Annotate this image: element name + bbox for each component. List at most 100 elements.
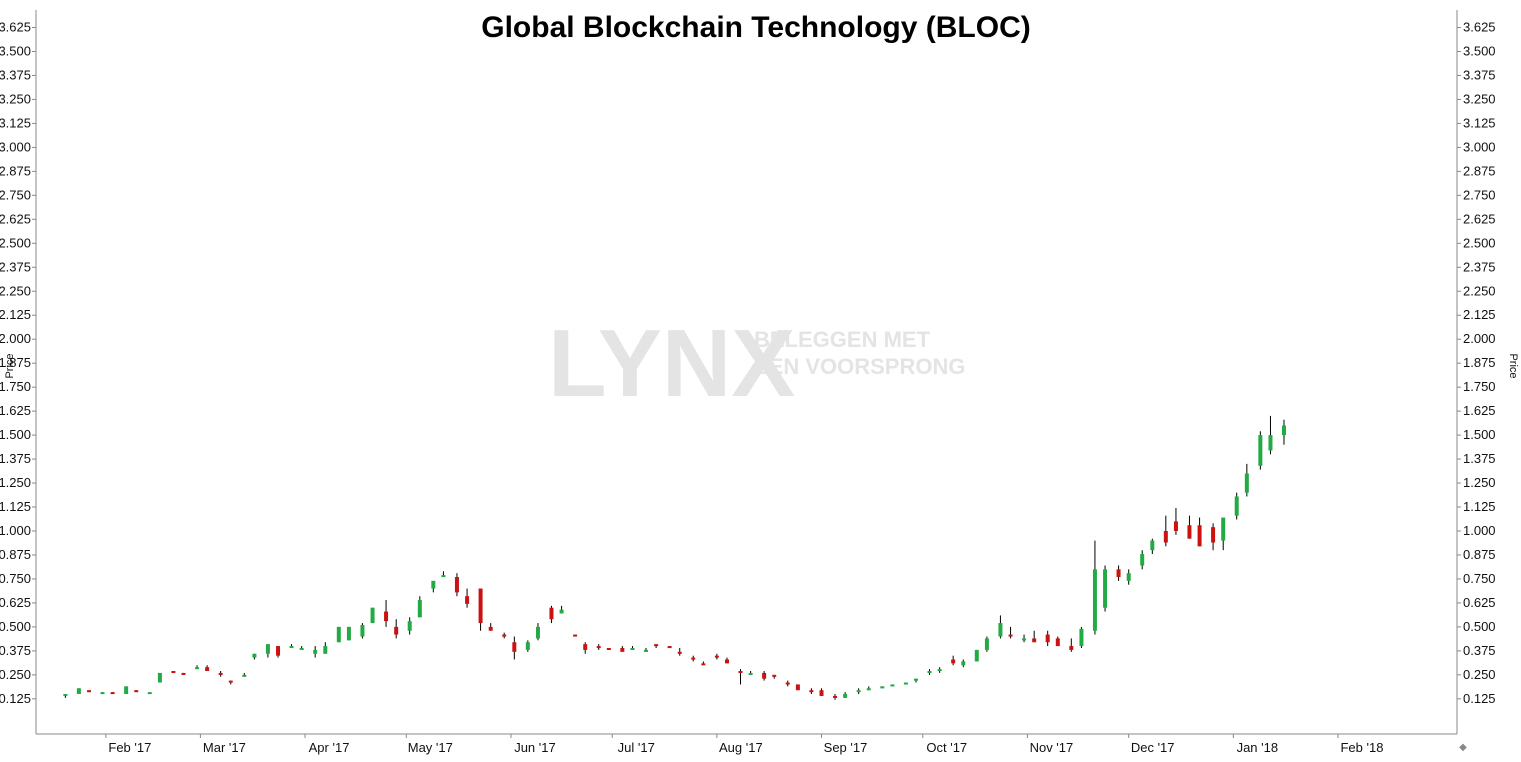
candle (583, 642, 588, 654)
candle-body (394, 626, 399, 635)
candle-body (242, 674, 247, 677)
candle (998, 615, 1003, 639)
candle (313, 646, 318, 658)
candle (724, 657, 729, 664)
y-tick-label-left: 2.625 (0, 211, 31, 226)
y-tick-label-left: 1.625 (0, 403, 31, 418)
candle-body (454, 577, 459, 593)
candle (346, 626, 351, 641)
candle (951, 655, 956, 666)
candle (465, 588, 470, 608)
candle-body (914, 678, 919, 681)
candle (1173, 507, 1178, 535)
candle (1022, 634, 1027, 643)
candle (606, 647, 611, 650)
y-tick-label-right: 3.000 (1463, 139, 1496, 154)
candle-body (1069, 646, 1074, 650)
candle (525, 640, 530, 652)
candle-body (124, 686, 129, 695)
y-tick-label-right: 3.375 (1463, 67, 1496, 82)
candle-body (998, 623, 1003, 637)
candle (748, 671, 753, 675)
y-tick-label-left: 0.875 (0, 547, 31, 562)
candle-body (431, 580, 436, 589)
candle-body (1055, 638, 1060, 647)
candle-body (927, 671, 932, 674)
y-tick-label-right: 3.125 (1463, 115, 1496, 130)
candle-body (228, 680, 233, 683)
y-tick-label-left: 0.750 (0, 571, 31, 586)
candle-body (512, 642, 517, 652)
candle (384, 600, 389, 627)
candle (1281, 419, 1286, 445)
candle-body (1022, 638, 1027, 641)
candle-body (1234, 496, 1239, 516)
candle (1268, 415, 1273, 455)
candle-body (630, 647, 635, 650)
candle (937, 667, 942, 673)
candle-body (63, 694, 68, 697)
y-tick-label-left: 0.375 (0, 643, 31, 658)
candle (984, 636, 989, 652)
candle (762, 671, 767, 681)
candle (903, 682, 908, 685)
y-tick-label-left: 1.375 (0, 451, 31, 466)
candle (559, 605, 564, 614)
y-tick-label-right: 1.625 (1463, 403, 1496, 418)
candle (205, 665, 210, 672)
candle (714, 653, 719, 660)
y-tick-label-left: 0.500 (0, 619, 31, 634)
candle-body (974, 649, 979, 662)
candle-body (738, 671, 743, 674)
candle-body (478, 588, 483, 624)
candle (643, 647, 648, 652)
y-tick-label-left: 2.875 (0, 163, 31, 178)
candle-body (195, 667, 200, 670)
candle-body (1140, 554, 1145, 566)
candle (1116, 565, 1121, 581)
candle (323, 642, 328, 654)
candle-body (147, 692, 152, 695)
scroll-arrow-icon[interactable]: ◆ (1459, 742, 1467, 753)
candle-body (880, 686, 885, 689)
candle (242, 672, 247, 677)
candle (394, 619, 399, 639)
candle (336, 626, 341, 643)
candle (360, 623, 365, 639)
candle (87, 690, 92, 693)
watermark-slogan-line2: EEN VOORSPRONG (754, 354, 965, 379)
x-tick-label: Dec '17 (1131, 740, 1175, 755)
candle-body (833, 695, 838, 698)
candle (171, 671, 176, 674)
candle-body (1045, 634, 1050, 643)
candle-body (549, 607, 554, 620)
candle-body (724, 659, 729, 664)
candle (181, 672, 186, 675)
candle-body (667, 646, 672, 649)
y-tick-label-right: 2.125 (1463, 307, 1496, 322)
candle-body (525, 642, 530, 650)
x-axis: Feb '17 Mar '17 Apr '17 May '17 Jun '17 Jul '… (105, 734, 1383, 755)
candle (677, 647, 682, 656)
candle-body (110, 692, 115, 695)
candle (880, 686, 885, 689)
candle-body (1197, 525, 1202, 547)
candle (785, 680, 790, 687)
candle (843, 692, 848, 698)
candle (809, 688, 814, 695)
candle (110, 692, 115, 695)
candle (252, 653, 257, 660)
y-tick-label-left: 3.500 (0, 44, 31, 59)
candle (76, 688, 81, 695)
candle (488, 623, 493, 631)
candle-body (762, 672, 767, 679)
candle (100, 692, 105, 695)
candle-body (701, 663, 706, 666)
y-tick-label-left: 1.125 (0, 499, 31, 514)
y-tick-label-left: 2.500 (0, 235, 31, 250)
candle (890, 684, 895, 687)
candle (1055, 636, 1060, 647)
candle-body (205, 667, 210, 672)
y-tick-label-left: 2.125 (0, 307, 31, 322)
x-tick-label: Jul '17 (618, 740, 655, 755)
